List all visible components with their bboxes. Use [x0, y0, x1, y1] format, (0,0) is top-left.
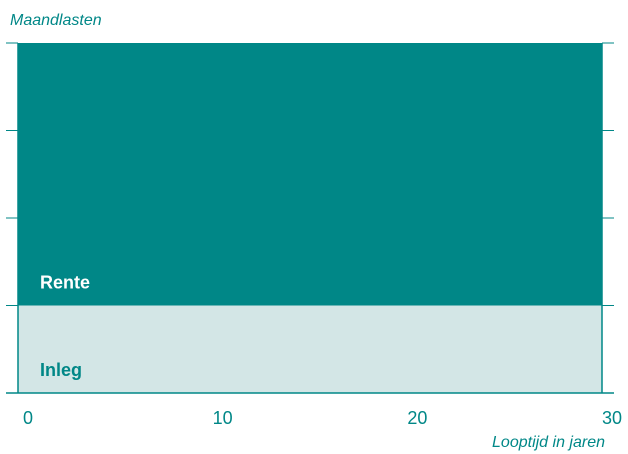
y-axis-label: Maandlasten	[10, 12, 102, 29]
x-tick-label: 10	[213, 408, 233, 428]
chart-bands	[18, 43, 602, 393]
band-label-rente: Rente	[40, 273, 90, 293]
x-tick-label: 0	[23, 408, 33, 428]
x-tick-label: 30	[602, 408, 622, 428]
area-band-inleg	[18, 305, 602, 393]
chart-band-labels: Inleg Rente	[40, 273, 90, 381]
band-label-inleg: Inleg	[40, 360, 82, 380]
chart-ticks: 0 10 20 30	[6, 42, 622, 428]
x-tick-label: 20	[407, 408, 427, 428]
x-axis-label: Looptijd in jaren	[492, 434, 605, 451]
area-band-rente	[18, 43, 602, 306]
